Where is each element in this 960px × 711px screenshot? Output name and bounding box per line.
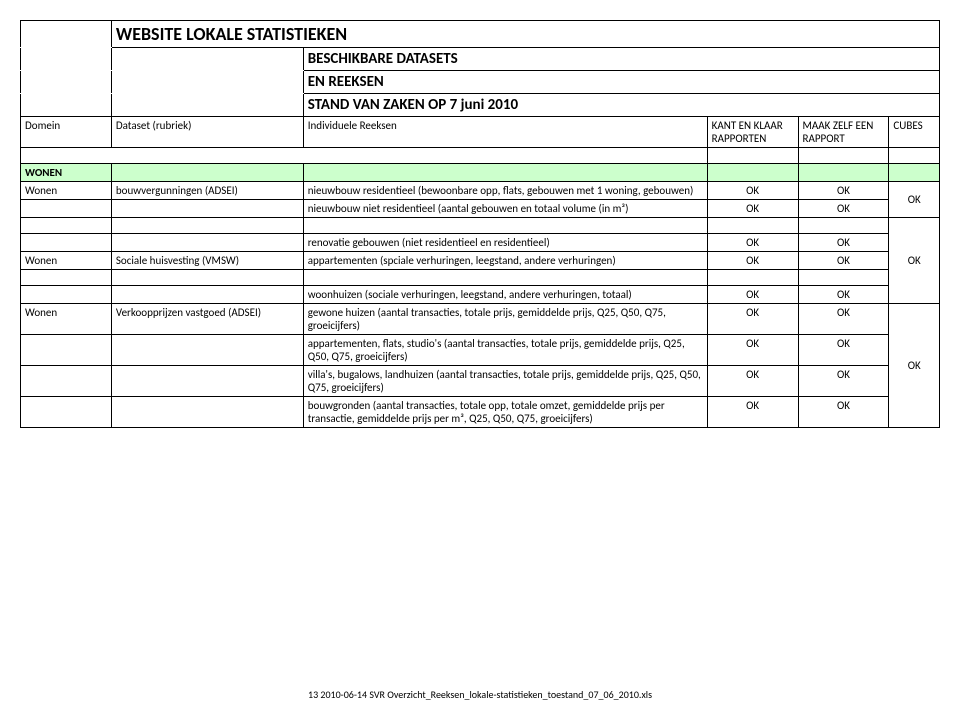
cell-klaar: OK — [707, 252, 798, 270]
cell-maak: OK — [798, 234, 889, 252]
cell-reeks: renovatie gebouwen (niet residentieel en… — [303, 234, 707, 252]
cell-klaar: OK — [707, 182, 798, 200]
cell-dataset — [111, 366, 303, 397]
cell-reeks: villa's, bugalows, landhuizen (aantal tr… — [303, 366, 707, 397]
table-row: bouwgronden (aantal transacties, totale … — [21, 397, 940, 428]
cell-dataset — [111, 200, 303, 218]
cell-klaar: OK — [707, 200, 798, 218]
cell-domein — [21, 218, 112, 234]
col-klaar: KANT EN KLAAR RAPPORTEN — [707, 117, 798, 148]
cell-maak — [798, 218, 889, 234]
table-row: WonenVerkoopprijzen vastgoed (ADSEI)gewo… — [21, 304, 940, 335]
cell-maak: OK — [798, 304, 889, 335]
cell-reeks: woonhuizen (sociale verhuringen, leegsta… — [303, 286, 707, 304]
cell-reeks: appartementen (spciale verhuringen, leeg… — [303, 252, 707, 270]
cell-domein: Wonen — [21, 252, 112, 270]
table-row: WonenSociale huisvesting (VMSW)apparteme… — [21, 252, 940, 270]
col-maak: MAAK ZELF EEN RAPPORT — [798, 117, 889, 148]
cell-domein — [21, 335, 112, 366]
cell-klaar: OK — [707, 286, 798, 304]
table-row: nieuwbouw niet residentieel (aantal gebo… — [21, 200, 940, 218]
cell-cube: OK — [889, 304, 940, 428]
section-header: WONEN — [21, 164, 112, 182]
cell-klaar — [707, 218, 798, 234]
table-row: woonhuizen (sociale verhuringen, leegsta… — [21, 286, 940, 304]
cell-reeks: nieuwbouw niet residentieel (aantal gebo… — [303, 200, 707, 218]
col-dataset: Dataset (rubriek) — [111, 117, 303, 148]
cell-reeks: nieuwbouw residentieel (bewoonbare opp, … — [303, 182, 707, 200]
cell-cube: OK — [889, 182, 940, 218]
cell-maak: OK — [798, 286, 889, 304]
cell-domein — [21, 200, 112, 218]
cell-reeks: appartementen, flats, studio's (aantal t… — [303, 335, 707, 366]
col-cubes: CUBES — [889, 117, 940, 148]
cell-maak: OK — [798, 182, 889, 200]
cell-maak: OK — [798, 335, 889, 366]
cell-dataset: Verkoopprijzen vastgoed (ADSEI) — [111, 304, 303, 335]
cell-klaar — [707, 270, 798, 286]
cell-reeks: gewone huizen (aantal transacties, total… — [303, 304, 707, 335]
cell-domein — [21, 397, 112, 428]
col-domein: Domein — [21, 117, 112, 148]
page-subtitle-2: EN REEKSEN — [303, 71, 939, 94]
table-row: Wonenbouwvergunningen (ADSEI)nieuwbouw r… — [21, 182, 940, 200]
cell-maak: OK — [798, 397, 889, 428]
cell-maak: OK — [798, 200, 889, 218]
table-row: OK — [21, 218, 940, 234]
table-row: renovatie gebouwen (niet residentieel en… — [21, 234, 940, 252]
cell-domein — [21, 270, 112, 286]
cell-domein: Wonen — [21, 304, 112, 335]
cell-cube: OK — [889, 218, 940, 304]
datasets-table: WEBSITE LOKALE STATISTIEKENBESCHIKBARE D… — [20, 20, 940, 428]
table-row — [21, 270, 940, 286]
cell-klaar: OK — [707, 397, 798, 428]
col-reeksen: Individuele Reeksen — [303, 117, 707, 148]
cell-dataset — [111, 286, 303, 304]
page-title: WEBSITE LOKALE STATISTIEKEN — [111, 21, 939, 48]
cell-klaar: OK — [707, 304, 798, 335]
cell-dataset: Sociale huisvesting (VMSW) — [111, 252, 303, 270]
page-footer: 13 2010-06-14 SVR Overzicht_Reeksen_loka… — [20, 688, 940, 701]
cell-domein — [21, 286, 112, 304]
cell-dataset — [111, 218, 303, 234]
cell-domein: Wonen — [21, 182, 112, 200]
cell-maak: OK — [798, 252, 889, 270]
cell-dataset — [111, 270, 303, 286]
page-date-line: STAND VAN ZAKEN OP 7 juni 2010 — [303, 94, 939, 117]
cell-dataset — [111, 335, 303, 366]
cell-dataset — [111, 234, 303, 252]
cell-maak: OK — [798, 366, 889, 397]
cell-klaar: OK — [707, 366, 798, 397]
cell-dataset — [111, 397, 303, 428]
cell-reeks — [303, 270, 707, 286]
cell-reeks: bouwgronden (aantal transacties, totale … — [303, 397, 707, 428]
cell-maak — [798, 270, 889, 286]
table-row: appartementen, flats, studio's (aantal t… — [21, 335, 940, 366]
page-subtitle-1: BESCHIKBARE DATASETS — [303, 48, 939, 71]
table-row: villa's, bugalows, landhuizen (aantal tr… — [21, 366, 940, 397]
cell-klaar: OK — [707, 234, 798, 252]
cell-domein — [21, 366, 112, 397]
cell-domein — [21, 234, 112, 252]
cell-reeks — [303, 218, 707, 234]
cell-dataset: bouwvergunningen (ADSEI) — [111, 182, 303, 200]
cell-klaar: OK — [707, 335, 798, 366]
